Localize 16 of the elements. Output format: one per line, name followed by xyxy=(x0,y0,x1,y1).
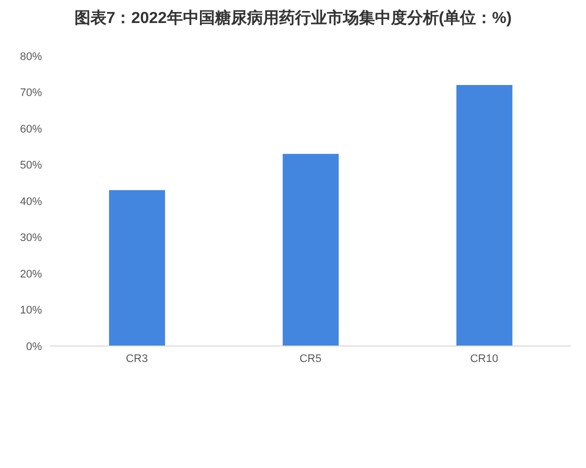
y-tick-label: 80% xyxy=(20,50,42,63)
bar xyxy=(109,190,166,346)
chart-title: 图表7：2022年中国糖尿病用药行业市场集中度分析(单位：%) xyxy=(73,8,513,29)
y-tick-label: 20% xyxy=(20,268,42,280)
x-tick-label: CR5 xyxy=(299,352,322,365)
y-tick-label: 10% xyxy=(20,304,42,317)
y-tick-label: 30% xyxy=(20,232,42,244)
y-tick-label: 60% xyxy=(20,123,42,136)
y-tick-label: 0% xyxy=(26,340,42,353)
y-tick-label: 70% xyxy=(20,87,42,100)
y-tick-label: 50% xyxy=(20,160,42,172)
bar xyxy=(282,154,339,346)
y-tick-label: 40% xyxy=(20,196,42,208)
x-tick-label: CR3 xyxy=(126,352,148,365)
bar xyxy=(456,85,512,346)
x-tick-label: CR10 xyxy=(470,352,498,365)
